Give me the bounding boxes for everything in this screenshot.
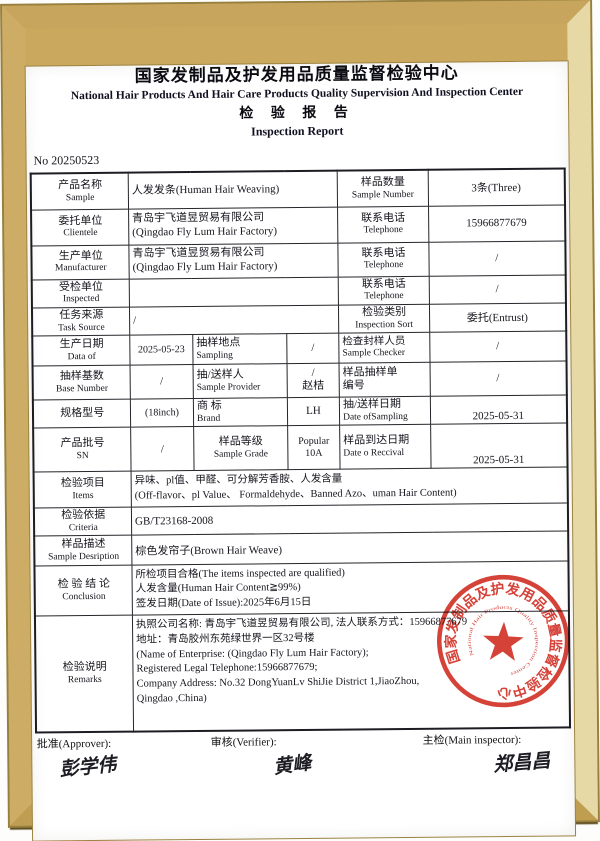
cell-value: / (286, 333, 340, 364)
row-label: 检验项目 Items (34, 471, 132, 509)
row-label: 联系电话 Telephone (338, 275, 430, 305)
row-label: 抽样地点 Sampling (192, 333, 288, 365)
cell-value: 2025-05-31 (430, 422, 568, 469)
row-label: 抽样基数 Base Number (33, 365, 131, 400)
row-label: 检 验 结 论 Conclusion (34, 565, 133, 617)
cell-value: 2025-05-31 (430, 394, 567, 425)
cell-value: 委托(Entrust) (429, 302, 566, 333)
row-label: 抽/送样人 Sample Provider (193, 363, 288, 399)
verifier-signature: 黄峰 (271, 751, 313, 779)
row-label: 样品到达日期 Date o Reccival (339, 424, 432, 470)
inspector-signature: 郑昌昌 (492, 749, 551, 776)
cell-value: GB/T23168-2008 (131, 502, 568, 536)
cell-value: 棕色发帘子(Brown Hair Weave) (131, 531, 568, 566)
row-label: 生产日期 Data of (32, 335, 131, 366)
conclusion-cell: 所检项目合格(The items inspected are qualified… (131, 561, 569, 616)
row-label: 生产单位 Manufacturer (31, 244, 130, 280)
row-label: 任务来源 Task Source (32, 306, 130, 336)
verifier-label: 审核(Verifier): (210, 735, 277, 749)
cell-value: 15966877679 (428, 204, 565, 242)
cell-value: / (429, 330, 567, 363)
row-label: 检验类别 Inspection Sort (338, 304, 430, 334)
row-label: 样品抽样单 编号 (339, 362, 431, 398)
cell-value: / (430, 360, 567, 397)
table-row: 检验说明 Remarks 执照公司名称: 青岛宇飞道昱贸易有限公司, 法人联系方… (35, 611, 570, 733)
row-label: 商 标 Brand (193, 397, 288, 427)
table-row: 检 验 结 论 Conclusion 所检项目合格(The items insp… (34, 561, 569, 617)
inspector-block: 主检(Main inspector): 郑昌昌 (422, 733, 570, 776)
table-row: 检验项目 Items 异味、pl值、甲醛、可分解芳香胺、人发含量 (Off-fl… (34, 466, 568, 509)
cell-value: 人发发条(Human Hair Weaving) (128, 170, 338, 209)
row-label: 受检单位 Inspected (32, 278, 130, 308)
row-label: 产品名称 Sample (31, 172, 129, 210)
table-row: 生产单位 Manufacturer 青岛宇飞道昱贸易有限公司 (Qingdao … (31, 240, 566, 280)
cell-value: LH (287, 397, 340, 426)
center-title-english: National Hair Products And Hair Care Pro… (70, 86, 524, 103)
row-label: 检查封样人员 Sample Checker (338, 332, 431, 364)
inspection-table: 产品名称 Sample 人发发条(Human Hair Weaving) 样品数… (30, 167, 571, 734)
row-label: 产品批号 SN (33, 427, 132, 473)
inspection-report-document: 国家发制品及护发用品质量监督检验中心 National Hair Product… (25, 61, 577, 841)
approver-block: 批准(Approver): 彭学伟 (36, 737, 211, 781)
cell-value: 青岛宇飞道昱贸易有限公司 (Qingdao Fly Lum Hair Facto… (128, 242, 339, 279)
cell-value: 2025-05-23 (129, 334, 194, 366)
cell-value: / (129, 304, 339, 336)
report-number: No 20250523 (33, 153, 100, 168)
table-row: 抽样基数 Base Number / 抽/送样人 Sample Provider… (33, 360, 567, 400)
cell-value: 3条(Three) (428, 168, 565, 206)
inspector-label: 主检(Main inspector): (422, 733, 522, 747)
cell-value: 青岛宇飞道昱贸易有限公司 (Qingdao Fly Lum Hair Facto… (128, 206, 338, 245)
cell-value: 异味、pl值、甲醛、可分解芳香胺、人发含量 (Off-flavor、pl Val… (131, 466, 568, 508)
cell-value: / (428, 240, 566, 276)
report-header: 国家发制品及护发用品质量监督检验中心 National Hair Product… (26, 61, 569, 141)
row-label: 样品描述 Sample Desription (34, 535, 132, 567)
approver-signature: 彭学伟 (57, 753, 117, 781)
table-row: 产品名称 Sample 人发发条(Human Hair Weaving) 样品数… (31, 168, 565, 210)
row-label: 抽/送样日期 Date ofSampling (339, 396, 431, 426)
center-title-chinese: 国家发制品及护发用品质量监督检验中心 (134, 63, 459, 86)
verifier-block: 审核(Verifier): 黄峰 (211, 735, 423, 778)
row-label: 联系电话 Telephone (337, 205, 429, 243)
cell-value: Popular 10A (287, 425, 341, 470)
row-label: 联系电话 Telephone (337, 241, 430, 277)
cell-value (129, 276, 339, 307)
cell-value: (18inch) (130, 398, 194, 428)
row-label: 样品数量 Sample Number (337, 169, 429, 207)
row-label: 检验依据 Criteria (34, 507, 132, 537)
cell-value: / (429, 274, 566, 305)
report-title-english: Inspection Report (251, 123, 344, 139)
table-row: 产品批号 SN / 样品等级 Sample Grade Popular 10A … (33, 422, 568, 473)
remarks-cell: 执照公司名称: 青岛宇飞道昱贸易有限公司, 法人联系方式：15966877679… (132, 611, 570, 732)
row-label: 检验说明 Remarks (35, 615, 134, 733)
cell-value: / 赵桔 (287, 363, 340, 398)
row-label: 委托单位 Clientele (31, 208, 129, 246)
row-label: 样品等级 Sample Grade (193, 425, 289, 471)
table-row: 委托单位 Clientele 青岛宇飞道昱贸易有限公司 (Qingdao Fly… (31, 204, 565, 246)
row-label: 规格型号 (33, 399, 131, 429)
signature-row: 批准(Approver): 彭学伟 审核(Verifier): 黄峰 主检(Ma… (36, 733, 570, 781)
cell-value: / (130, 364, 194, 400)
approver-label: 批准(Approver): (36, 737, 112, 751)
cell-value: / (130, 426, 195, 472)
